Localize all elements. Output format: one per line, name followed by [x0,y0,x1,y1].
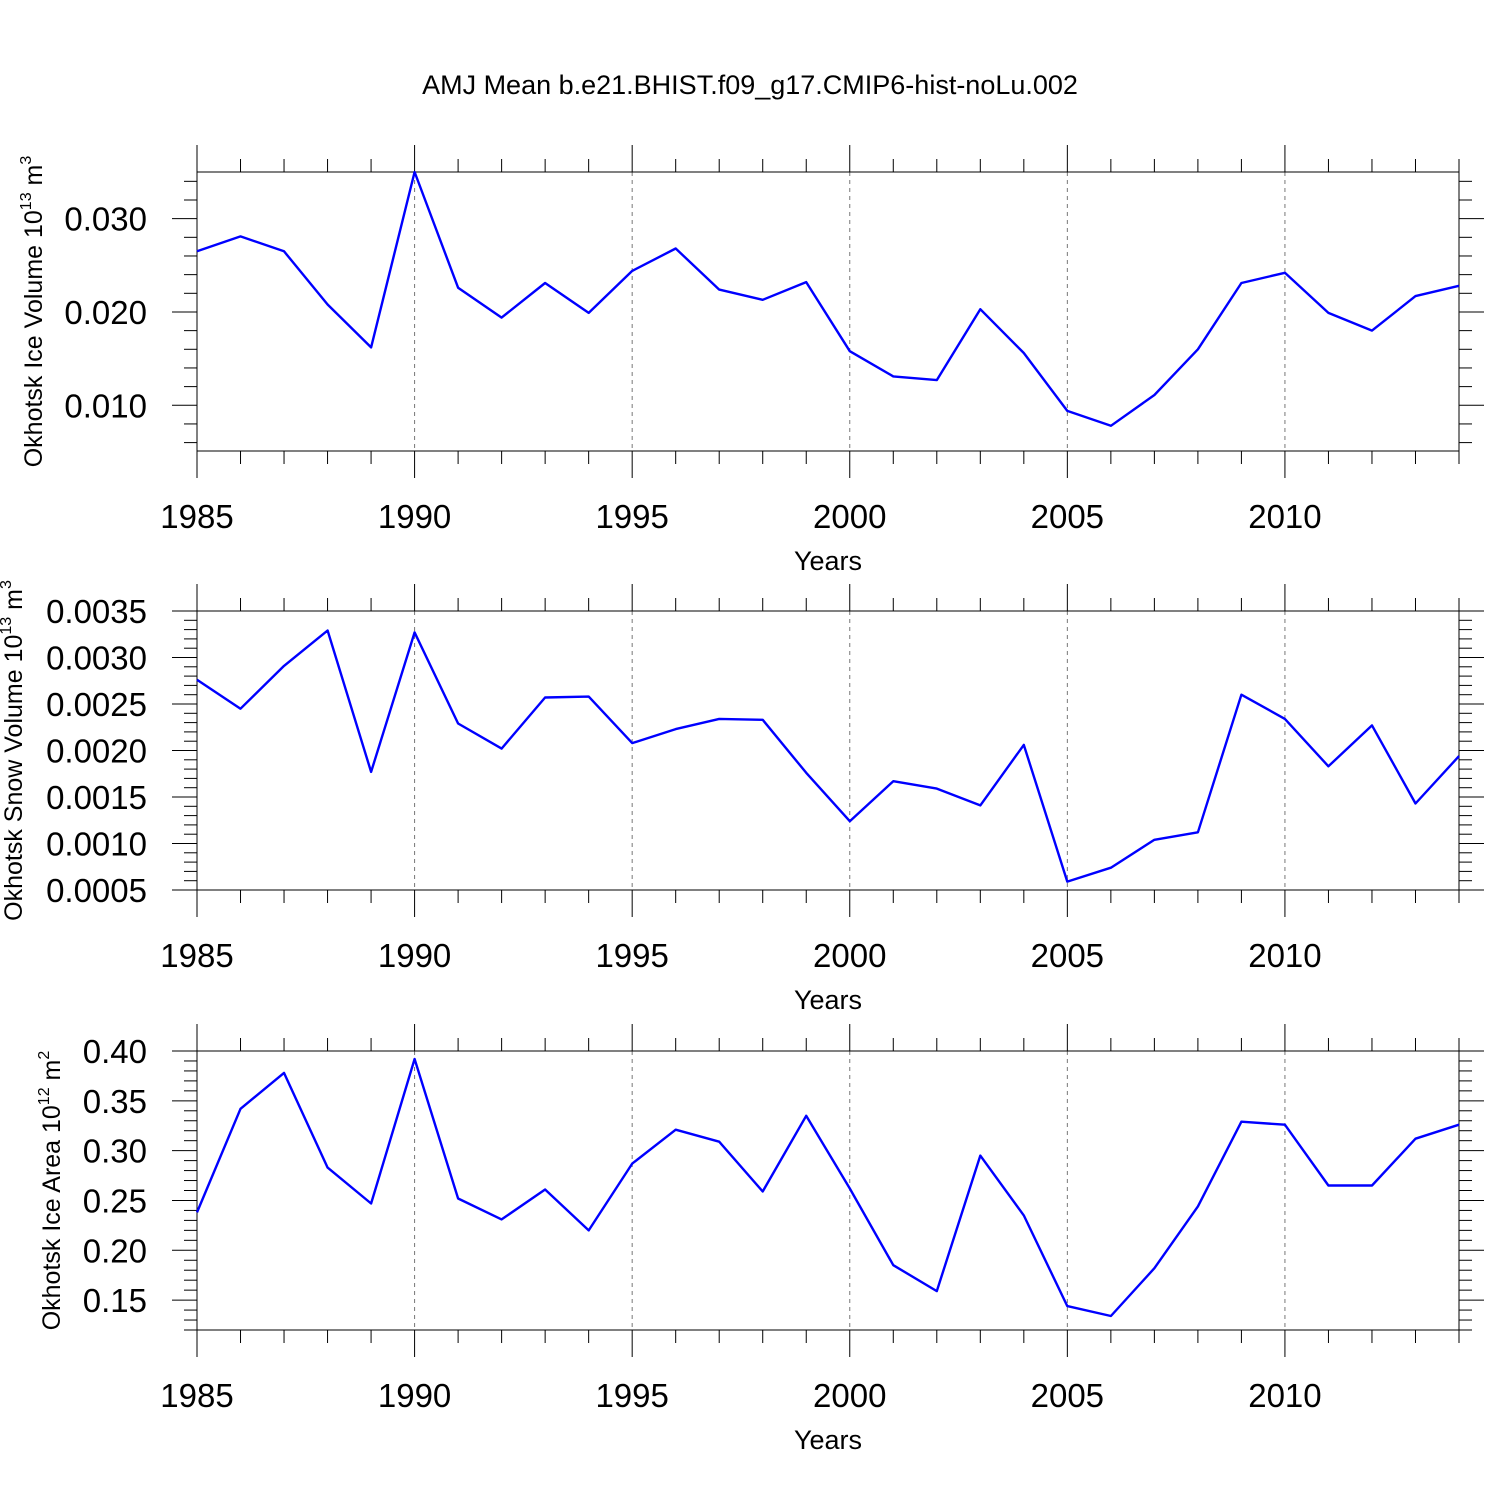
x-tick-label: 1985 [160,1377,233,1414]
y-axis-title-unit-exponent: 3 [0,580,15,589]
x-tick-label: 2005 [1031,498,1104,535]
figure-title: AMJ Mean b.e21.BHIST.f09_g17.CMIP6-hist-… [422,70,1078,100]
x-tick-label: 1990 [378,1377,451,1414]
x-tick-label: 1995 [595,937,668,974]
x-axis-title: Years [794,985,862,1015]
y-axis-title-exponent: 13 [18,192,35,210]
y-tick-label: 0.35 [83,1083,147,1120]
y-axis-title-text: Okhotsk Ice Volume 10 [20,210,48,467]
x-tick-label: 2010 [1248,937,1321,974]
y-tick-label: 0.30 [83,1133,147,1170]
y-axis-title-unit-exponent: 3 [18,156,35,165]
x-tick-label: 1990 [378,498,451,535]
chart-ice-volume: 1985 1990 1995 2000 2005 2010 0.010 0.020 0.030 Y… [18,145,1484,576]
y-tick-label: 0.0015 [46,779,147,816]
y-axis-title-exponent: 13 [0,617,15,635]
y-tick-label: 0.0020 [46,733,147,770]
x-tick-label: 2005 [1031,937,1104,974]
y-axis-title-unit: m [20,165,48,193]
y-axis-title-unit: m [38,1060,66,1088]
y-tick-label: 0.0030 [46,640,147,677]
x-tick-label: 1990 [378,937,451,974]
y-axis-title-text: Okhotsk Ice Area 10 [38,1105,66,1330]
data-line [196,629,1460,883]
y-axis-title: Okhotsk Snow Volume 1013 m3 [0,580,28,921]
y-tick-label: 0.20 [83,1232,147,1269]
y-axis-title-unit: m [0,589,28,617]
x-tick-label: 2010 [1248,1377,1321,1414]
chart-ice-area: 1985 1990 1995 2000 2005 2010 0.15 0.20 0.25 0.30… [36,1024,1484,1455]
y-tick-label: 0.020 [64,294,147,331]
data-line [195,1057,1460,1318]
chart-snow-volume: 1985 1990 1995 2000 2005 2010 0.0005 0.0010 0.00… [0,580,1484,1015]
x-tick-label: 2000 [813,498,886,535]
y-tick-label: 0.15 [83,1282,147,1319]
x-tick-label: 2005 [1031,1377,1104,1414]
x-tick-label: 2000 [813,1377,886,1414]
panels: 1985 1990 1995 2000 2005 2010 0.010 0.020 0.030 Y… [0,145,1484,1455]
y-axis-title: Okhotsk Ice Volume 1013 m3 [18,156,48,468]
x-axis-title: Years [794,546,862,576]
x-axis-title: Years [794,1425,862,1455]
y-tick-label: 0.010 [64,387,147,424]
y-axis-title: Okhotsk Ice Area 1012 m2 [36,1051,66,1331]
y-tick-label: 0.40 [83,1033,147,1070]
y-tick-label: 0.0025 [46,686,147,723]
y-axis-title-exponent: 12 [36,1087,53,1105]
y-tick-label: 0.25 [83,1182,147,1219]
y-axis-title-unit-exponent: 2 [36,1051,53,1060]
x-tick-label: 2010 [1248,498,1321,535]
y-tick-label: 0.0005 [46,872,147,909]
y-axis-title-text: Okhotsk Snow Volume 10 [0,635,28,921]
y-tick-label: 0.0035 [46,593,147,630]
x-tick-label: 2000 [813,937,886,974]
x-tick-label: 1985 [160,937,233,974]
y-tick-label: 0.030 [64,201,147,238]
x-tick-label: 1985 [160,498,233,535]
data-line [196,170,1460,427]
x-tick-label: 1995 [595,498,668,535]
x-tick-label: 1995 [595,1377,668,1414]
y-tick-label: 0.0010 [46,826,147,863]
